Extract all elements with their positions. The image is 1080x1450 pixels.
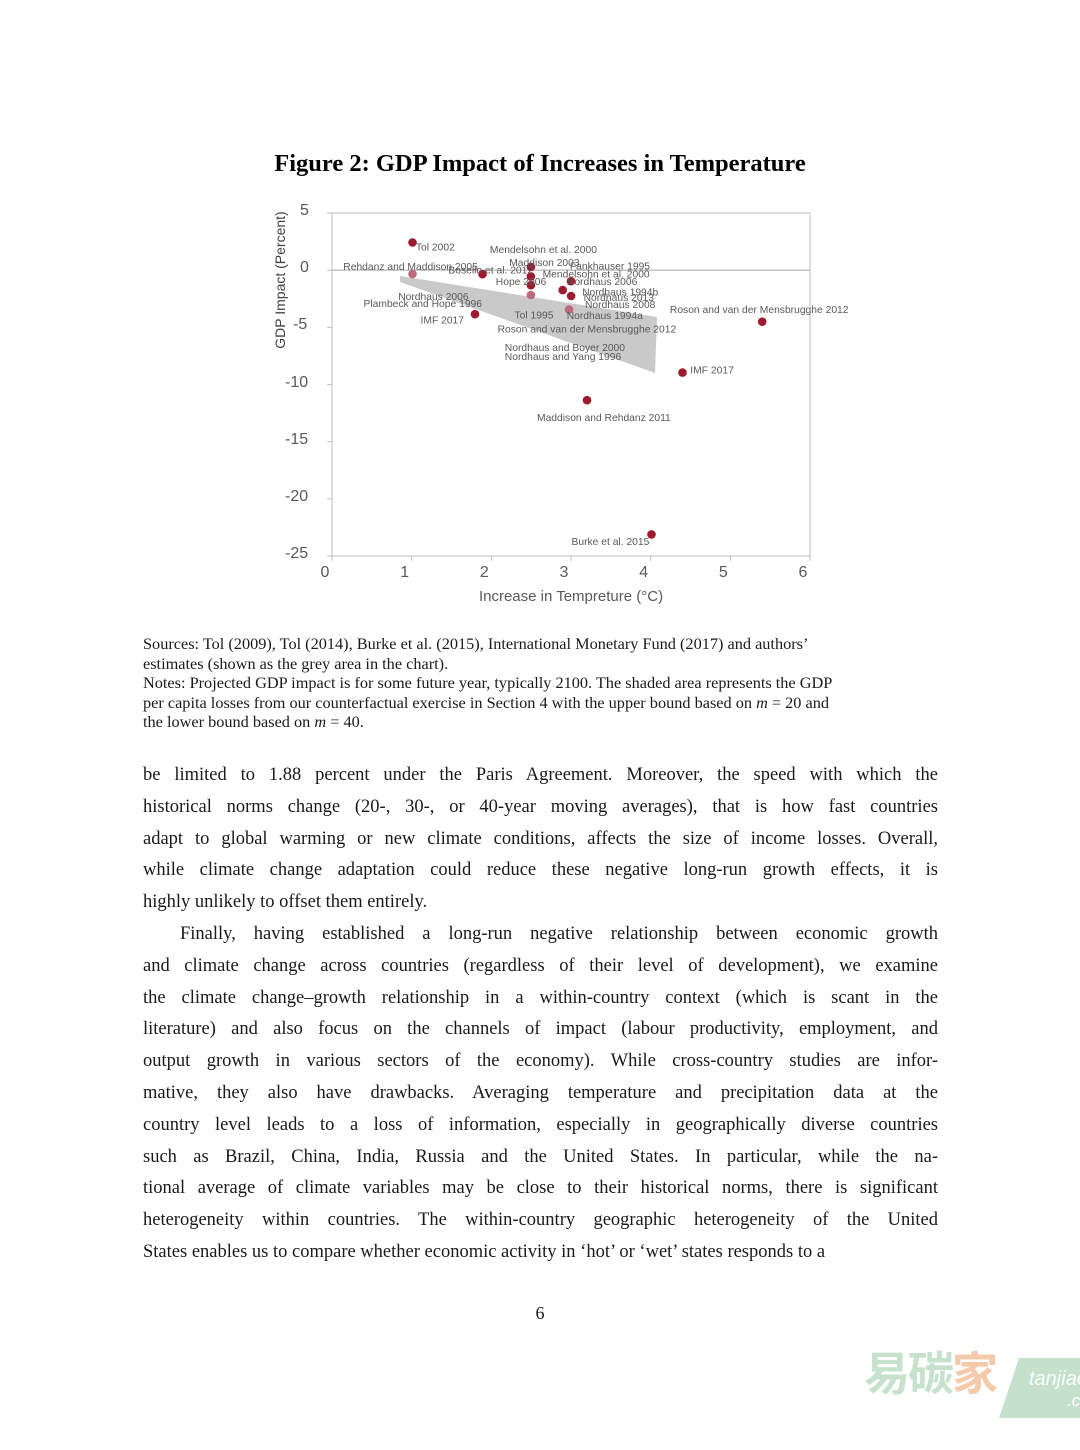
- svg-text:Roson and van der Mensbrugghe: Roson and van der Mensbrugghe 2012: [670, 305, 849, 316]
- svg-text:Nordhaus 2006: Nordhaus 2006: [567, 277, 638, 288]
- svg-text:Burke et al. 2015: Burke et al. 2015: [572, 537, 650, 548]
- svg-text:IMF 2017: IMF 2017: [421, 316, 465, 327]
- svg-text:Bosello et al. 2012: Bosello et al. 2012: [448, 265, 533, 276]
- svg-text:Nordhaus 1994a: Nordhaus 1994a: [567, 311, 643, 322]
- svg-text:Nordhaus and Yang 1996: Nordhaus and Yang 1996: [505, 352, 622, 363]
- svg-text:Mendelsohn et al. 2000: Mendelsohn et al. 2000: [490, 245, 597, 256]
- svg-text:Plambeck and Hope 1996: Plambeck and Hope 1996: [364, 299, 483, 310]
- svg-text:Roson and van der Mensbrugghe: Roson and van der Mensbrugghe 2012: [498, 324, 677, 335]
- svg-text:Hope 2006: Hope 2006: [496, 277, 547, 288]
- svg-text:Nordhaus 2008: Nordhaus 2008: [585, 300, 656, 311]
- svg-text:Tol 2002: Tol 2002: [416, 242, 455, 253]
- svg-text:Tol 1995: Tol 1995: [515, 310, 554, 321]
- svg-text:.com: .com: [1067, 1391, 1080, 1410]
- svg-text:tanjiaoyi: tanjiaoyi: [1029, 1368, 1080, 1390]
- svg-text:IMF 2017: IMF 2017: [690, 366, 734, 377]
- svg-text:Maddison and Rehdanz 2011: Maddison and Rehdanz 2011: [537, 413, 671, 424]
